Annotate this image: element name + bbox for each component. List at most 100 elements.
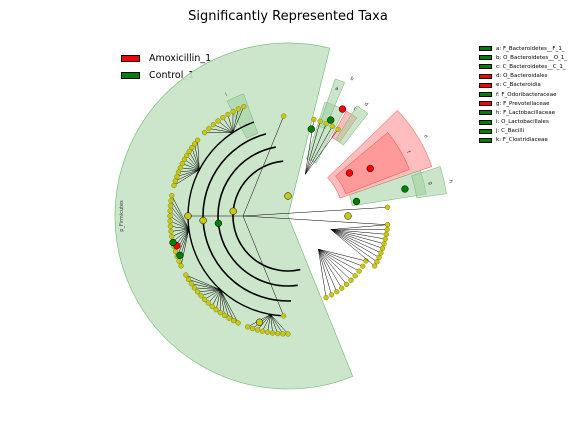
tree-branch: [178, 169, 200, 173]
leaf-node: [269, 330, 276, 336]
leaf-node: [311, 116, 317, 123]
leaf-node: [264, 329, 271, 335]
leaf-node: [323, 121, 329, 127]
leaf-node: [374, 259, 380, 265]
tree-branch: [318, 248, 360, 272]
taxa-legend-swatch: [479, 73, 492, 79]
leaf-node: [281, 313, 287, 319]
tree-branch: [171, 228, 189, 237]
taxa-legend-label: k: F_Clostridiaceae: [496, 137, 548, 144]
leaf-node: [179, 161, 185, 167]
leaf-node: [335, 126, 341, 132]
leaf-node: [167, 213, 173, 219]
taxa-legend-swatch: [479, 137, 492, 143]
tree-branch: [330, 229, 385, 244]
leaf-node: [198, 293, 204, 299]
tree-branch: [242, 215, 388, 225]
leaf-node: [167, 203, 174, 209]
leaf-node: [329, 123, 335, 129]
wedge-label: h: [447, 179, 454, 183]
tree-branch: [200, 289, 221, 296]
taxa-legend-swatch: [479, 92, 492, 98]
taxa-legend-item: a: F_Bacteroidetes__F_1_: [479, 44, 567, 53]
tree-branch: [194, 287, 221, 290]
wedge-label: c: [352, 106, 358, 113]
leaf-node: [372, 263, 378, 269]
taxa-legend-swatch: [479, 128, 492, 134]
taxa-legend-item: b: O_Bacteroidetes__O_1_: [479, 53, 567, 62]
leaf-node: [184, 152, 190, 158]
taxa-legend-label: c: C_Bacteroidetes__C_1_: [496, 63, 566, 70]
leaf-node: [235, 320, 241, 326]
clade-node: [327, 116, 335, 124]
leaf-node: [201, 129, 208, 136]
tree-branch: [213, 124, 233, 133]
tree-branch: [217, 120, 233, 133]
tree-branch: [172, 228, 190, 242]
tree-branch: [304, 121, 321, 175]
leaf-node: [356, 268, 362, 274]
leaf-node: [186, 148, 192, 155]
tree-branch: [189, 151, 200, 170]
clade-node: [176, 251, 184, 259]
leaf-node: [225, 111, 231, 118]
leaf-node: [334, 289, 340, 295]
taxa-legend-item: j: C_Bacilli: [479, 127, 567, 136]
leaf-node: [249, 325, 256, 332]
taxa-legend-swatch: [479, 101, 492, 107]
wedge-label: g: [427, 181, 434, 185]
leaf-node: [191, 285, 197, 291]
tree-branch: [173, 169, 200, 186]
wedge-label: i: [224, 92, 228, 98]
tree-branch: [318, 249, 342, 289]
taxa-legend-item: k: F_Clostridiaceae: [479, 136, 567, 145]
taxa-legend-label: b: O_Bacteroidetes__O_1_: [496, 54, 568, 61]
clade-node: [199, 216, 207, 225]
leaf-node: [174, 173, 180, 180]
tree-branch: [204, 289, 221, 300]
leaf-node: [328, 292, 335, 298]
tree-branch: [305, 126, 333, 175]
leaf-node: [177, 165, 183, 171]
tree-branch: [170, 228, 189, 232]
leaf-node: [220, 115, 226, 121]
taxa-legend-label: g: F_Prevotellaceae: [496, 100, 550, 107]
legend-swatch-red: [121, 55, 140, 62]
taxa-legend-swatch: [479, 82, 492, 88]
tree-branch: [318, 249, 337, 292]
clade-node: [307, 125, 315, 133]
tree-branch: [185, 274, 221, 290]
clade-node: [169, 238, 177, 247]
tree-branch: [318, 249, 347, 285]
leaf-node: [167, 208, 173, 214]
clade-node: [255, 318, 264, 326]
leaf-node: [176, 258, 182, 264]
tree-branch: [262, 314, 271, 332]
clade-wedge-bacteroidia: [327, 110, 433, 199]
leaf-node: [360, 263, 366, 269]
leaf-node: [241, 103, 247, 110]
tree-branch: [182, 163, 200, 171]
leaf-node: [167, 223, 174, 229]
legend-item-control: Control_1: [121, 67, 211, 84]
tree-branch: [170, 205, 190, 230]
tree-branch: [180, 229, 190, 266]
tree-branch: [227, 114, 234, 133]
tree-branch: [318, 248, 352, 281]
leaf-node: [175, 169, 182, 175]
leaf-node: [280, 331, 286, 337]
clade-arc: [232, 160, 301, 272]
tree-branch: [170, 200, 190, 230]
leaf-node: [183, 272, 189, 278]
leaf-node: [171, 182, 177, 189]
clade-wedge: [335, 105, 369, 146]
taxa-legend-item: c: C_Bacteroidetes__C_1_: [479, 62, 567, 71]
tree-branch: [222, 117, 234, 133]
tree-branch: [208, 128, 233, 133]
clade-wedge-bacteroidales: [335, 132, 410, 195]
taxa-legend-item: e: C_Bacteroidia: [479, 81, 567, 90]
taxa-legend-label: h: F_Lactobacillaceae: [496, 109, 555, 116]
leaf-node: [217, 310, 223, 316]
leaf-node: [221, 312, 228, 319]
leaf-node: [205, 300, 211, 306]
